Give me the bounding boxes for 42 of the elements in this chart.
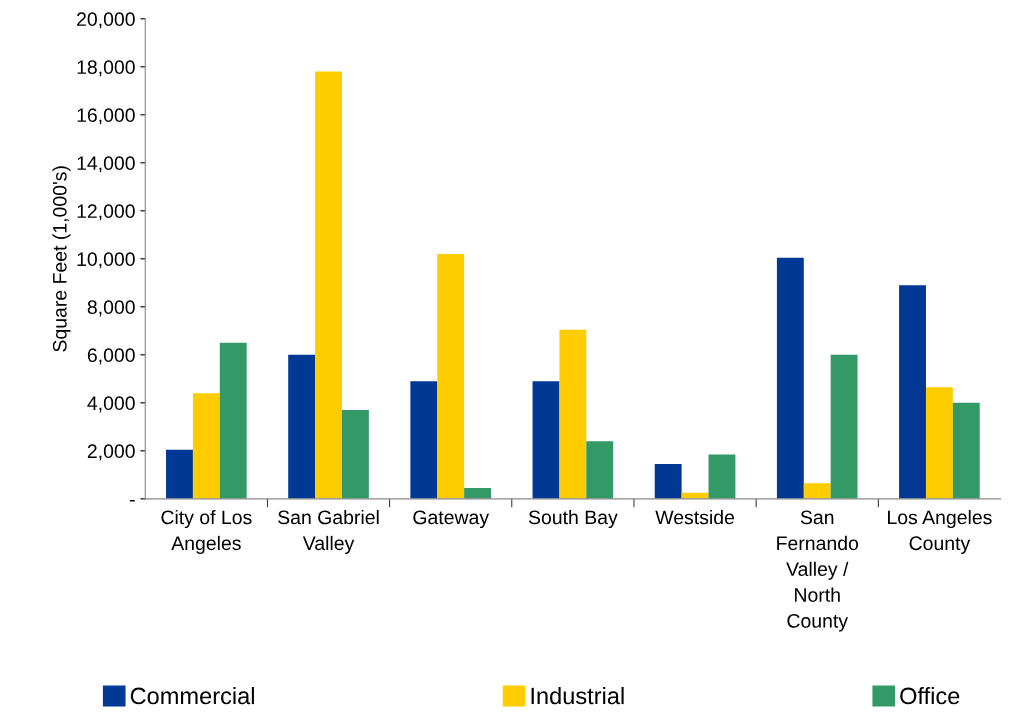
bar <box>654 464 682 499</box>
y-tick-label: 20,000 <box>77 12 135 29</box>
y-tick-label: 10,000 <box>77 252 135 269</box>
x-tick-label: San Fernando Valley / North County <box>777 510 859 632</box>
bar <box>559 329 587 499</box>
bar <box>776 257 804 499</box>
y-tick-label: - <box>129 499 135 502</box>
y-tick-label: 6,000 <box>87 348 135 365</box>
bar <box>803 483 831 499</box>
x-tick-label: City of Los Angeles <box>161 509 252 554</box>
bar <box>410 381 438 499</box>
y-tick-label: 14,000 <box>77 156 135 173</box>
x-tick-label: Los Angeles County <box>888 509 992 554</box>
bar <box>925 387 953 499</box>
bar <box>586 441 614 499</box>
bar <box>192 393 220 499</box>
legend-label: Commercial <box>130 686 254 705</box>
x-tick-label: South Bay <box>528 509 618 529</box>
y-tick-label: 16,000 <box>77 108 135 125</box>
x-tick-label: Westside <box>655 509 734 525</box>
bar <box>437 254 465 499</box>
bar <box>532 381 560 499</box>
x-tick-label: San Gabriel Valley <box>278 509 379 554</box>
y-tick-label: 18,000 <box>77 60 135 77</box>
bar <box>899 285 926 499</box>
x-tick-label: Gateway <box>413 510 490 529</box>
bar <box>315 71 342 499</box>
bar <box>341 410 369 499</box>
bar <box>464 488 492 499</box>
y-tick-label: 12,000 <box>77 204 135 221</box>
bar <box>166 449 193 499</box>
y-tick-label: 4,000 <box>87 396 135 413</box>
bar <box>708 454 736 499</box>
legend-label: Industrial <box>531 686 624 705</box>
legend-label: Office <box>900 686 960 705</box>
bar <box>952 402 980 499</box>
y-axis-title: Square Feet (1,000's) <box>52 166 71 352</box>
y-tick-label: 8,000 <box>87 300 135 317</box>
y-tick-label: 2,000 <box>87 444 135 461</box>
bar <box>830 354 858 499</box>
bar <box>219 342 247 499</box>
bar <box>288 354 316 499</box>
